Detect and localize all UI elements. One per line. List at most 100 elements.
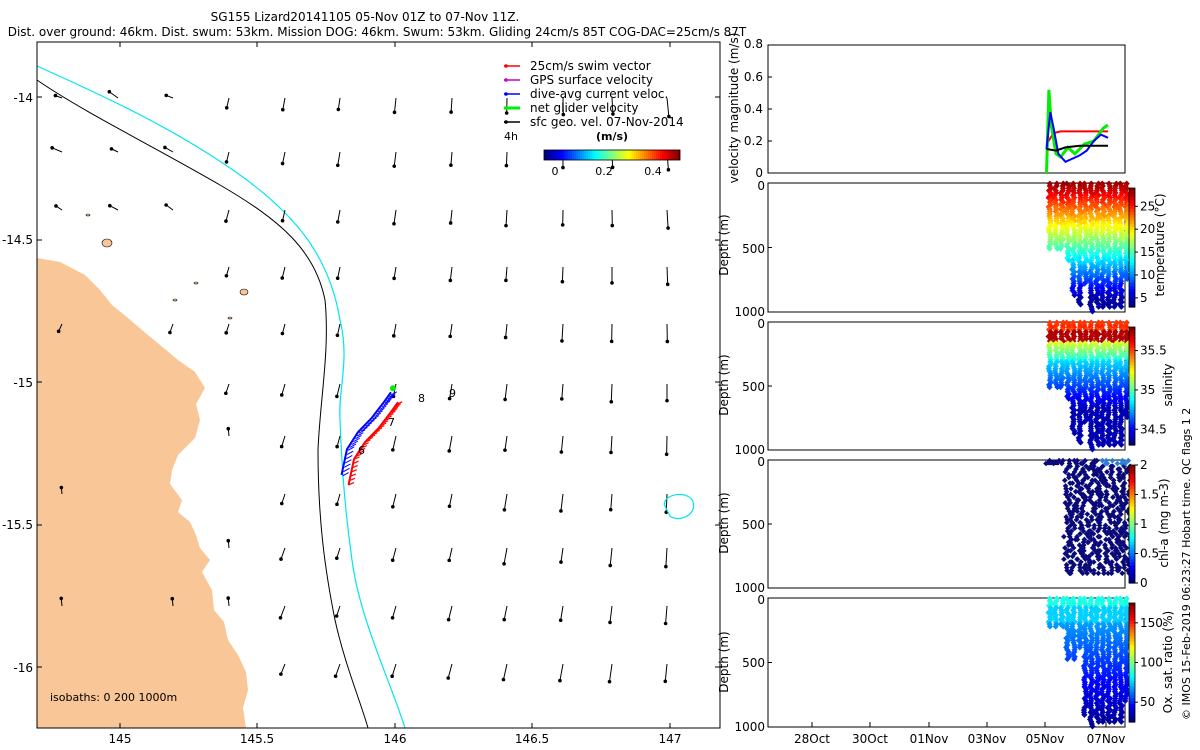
map-ytick-16: -16	[13, 661, 33, 675]
velocity-vector-head	[224, 273, 229, 278]
cbar-tick-sal: 35	[1140, 383, 1155, 397]
velocity-vector-head	[667, 114, 671, 119]
velocity-vector-head	[607, 679, 612, 684]
time-series-panels	[767, 44, 1136, 730]
footer-credit: © IMOS 15-Feb-2019 06:23:27 Hobart time.…	[1180, 408, 1193, 720]
colorbar-cell-temp	[1129, 196, 1135, 201]
velocity-vector-head	[392, 221, 396, 226]
dive-avg-current-vector	[356, 432, 364, 437]
velocity-vector-head	[54, 204, 58, 208]
velocity-vector-head	[390, 558, 395, 563]
velocity-vector-head	[107, 89, 112, 94]
colorbar-cell	[636, 150, 639, 160]
velocity-vector-head	[280, 161, 285, 166]
colorbar-cell	[548, 150, 551, 160]
colorbar-cell	[558, 150, 561, 160]
velocity-vector-head	[335, 333, 340, 338]
colorbar-cell	[546, 150, 549, 160]
colorbar-frame	[543, 149, 681, 161]
velocity-vector-head	[610, 281, 614, 285]
temp-point	[1046, 245, 1053, 252]
colorbar-cell	[606, 150, 609, 160]
colorbar-cell	[644, 150, 647, 160]
legend-marker-4	[504, 120, 508, 124]
velocity-series-3	[1046, 144, 1108, 152]
velocity-vector	[560, 547, 564, 563]
velocity-vector-head	[280, 276, 285, 280]
date-05nov: 05Nov	[1026, 732, 1065, 746]
map-ytick-15: -15	[13, 376, 33, 390]
cbar-tick-chl: 2	[1140, 458, 1148, 472]
colorbar-cell	[594, 150, 597, 160]
cbar-tick-chl: 0	[1140, 576, 1148, 590]
chl-cbar-label: chl-a (mg m-3)	[1157, 478, 1171, 567]
velocity-ylabel: velocity magnitude (m/s)	[727, 33, 741, 184]
colorbar-cell-temp	[1129, 220, 1135, 225]
velocity-vector	[561, 266, 564, 282]
velocity-vector-head	[449, 110, 453, 114]
velocity-vector	[393, 266, 397, 279]
velocity-vector	[280, 663, 286, 675]
velocity-vector-head	[224, 331, 229, 335]
temp-point	[1106, 303, 1113, 310]
colorbar-cell-temp	[1129, 226, 1135, 231]
colorbar-cell	[610, 150, 613, 160]
velocity-vector	[504, 435, 508, 451]
velocity-vector-head	[279, 393, 284, 397]
oxy-ytick-500: 500	[742, 656, 765, 670]
colorbar-cell	[650, 150, 653, 160]
temp-point	[1054, 245, 1061, 252]
colorbar-tick-1: 0.2	[595, 165, 613, 178]
velocity-vector	[503, 605, 508, 620]
oxy-ytick-1000: 1000	[734, 720, 765, 734]
reef-5	[227, 316, 233, 320]
velocity-vector-head	[663, 679, 668, 684]
dive-avg-current-vector	[381, 403, 389, 408]
velocity-vector	[391, 663, 397, 677]
colorbar-cell	[634, 150, 637, 160]
dive-avg-current-vector	[387, 395, 395, 400]
colorbar-cell	[586, 150, 589, 160]
velocity-vector-head	[447, 449, 452, 453]
velocity-vector-head	[335, 502, 339, 507]
dive-avg-current-vector	[345, 455, 353, 460]
colorbar-cell-temp	[1129, 190, 1135, 195]
cbar-tick-chl: 1	[1140, 517, 1148, 531]
velocity-vector-head	[108, 203, 112, 208]
colorbar-cell	[562, 150, 565, 160]
colorbar-cell	[658, 150, 661, 160]
colorbar-cell-temp	[1129, 217, 1135, 222]
legend-label-2: dive-avg current veloc.	[530, 87, 668, 101]
dive-avg-current-vector	[358, 429, 366, 434]
map-axis-ticks	[37, 42, 720, 728]
colorbar-cell-temp	[1129, 262, 1135, 266]
colorbar-cell-temp	[1129, 301, 1135, 305]
colorbar-cell-temp	[1129, 238, 1135, 243]
colorbar-cell-temp	[1129, 214, 1135, 219]
vel-ytick-0: 0	[755, 166, 763, 180]
velocity-vector-head	[560, 279, 565, 284]
colorbar-cell	[674, 150, 677, 160]
velocity-vector-head	[279, 557, 283, 561]
velocity-vector-head	[280, 218, 285, 223]
colorbar-cell-temp	[1129, 277, 1135, 281]
colorbar-cell-temp	[1129, 199, 1135, 204]
dive-avg-current-vector	[367, 419, 375, 425]
velocity-vector	[561, 383, 564, 399]
velocity-vector	[337, 151, 341, 166]
colorbar-cell	[620, 150, 623, 160]
colorbar-cell	[590, 150, 593, 160]
velocity-vector-head	[336, 107, 341, 112]
colorbar-cell	[604, 150, 607, 160]
cbar-tick-sal: 35.5	[1140, 344, 1167, 358]
sal-point	[1046, 384, 1053, 391]
colorbar-cell-temp	[1129, 289, 1135, 293]
colorbar-cell	[652, 150, 655, 160]
velocity-vector	[559, 663, 564, 681]
colorbar-cell	[550, 150, 553, 160]
colorbar-cell	[560, 150, 563, 160]
colorbar-cell	[588, 150, 591, 160]
velocity-vector-head	[279, 672, 283, 676]
header-line-2: Dist. over ground: 46km. Dist. swum: 53k…	[8, 25, 747, 39]
